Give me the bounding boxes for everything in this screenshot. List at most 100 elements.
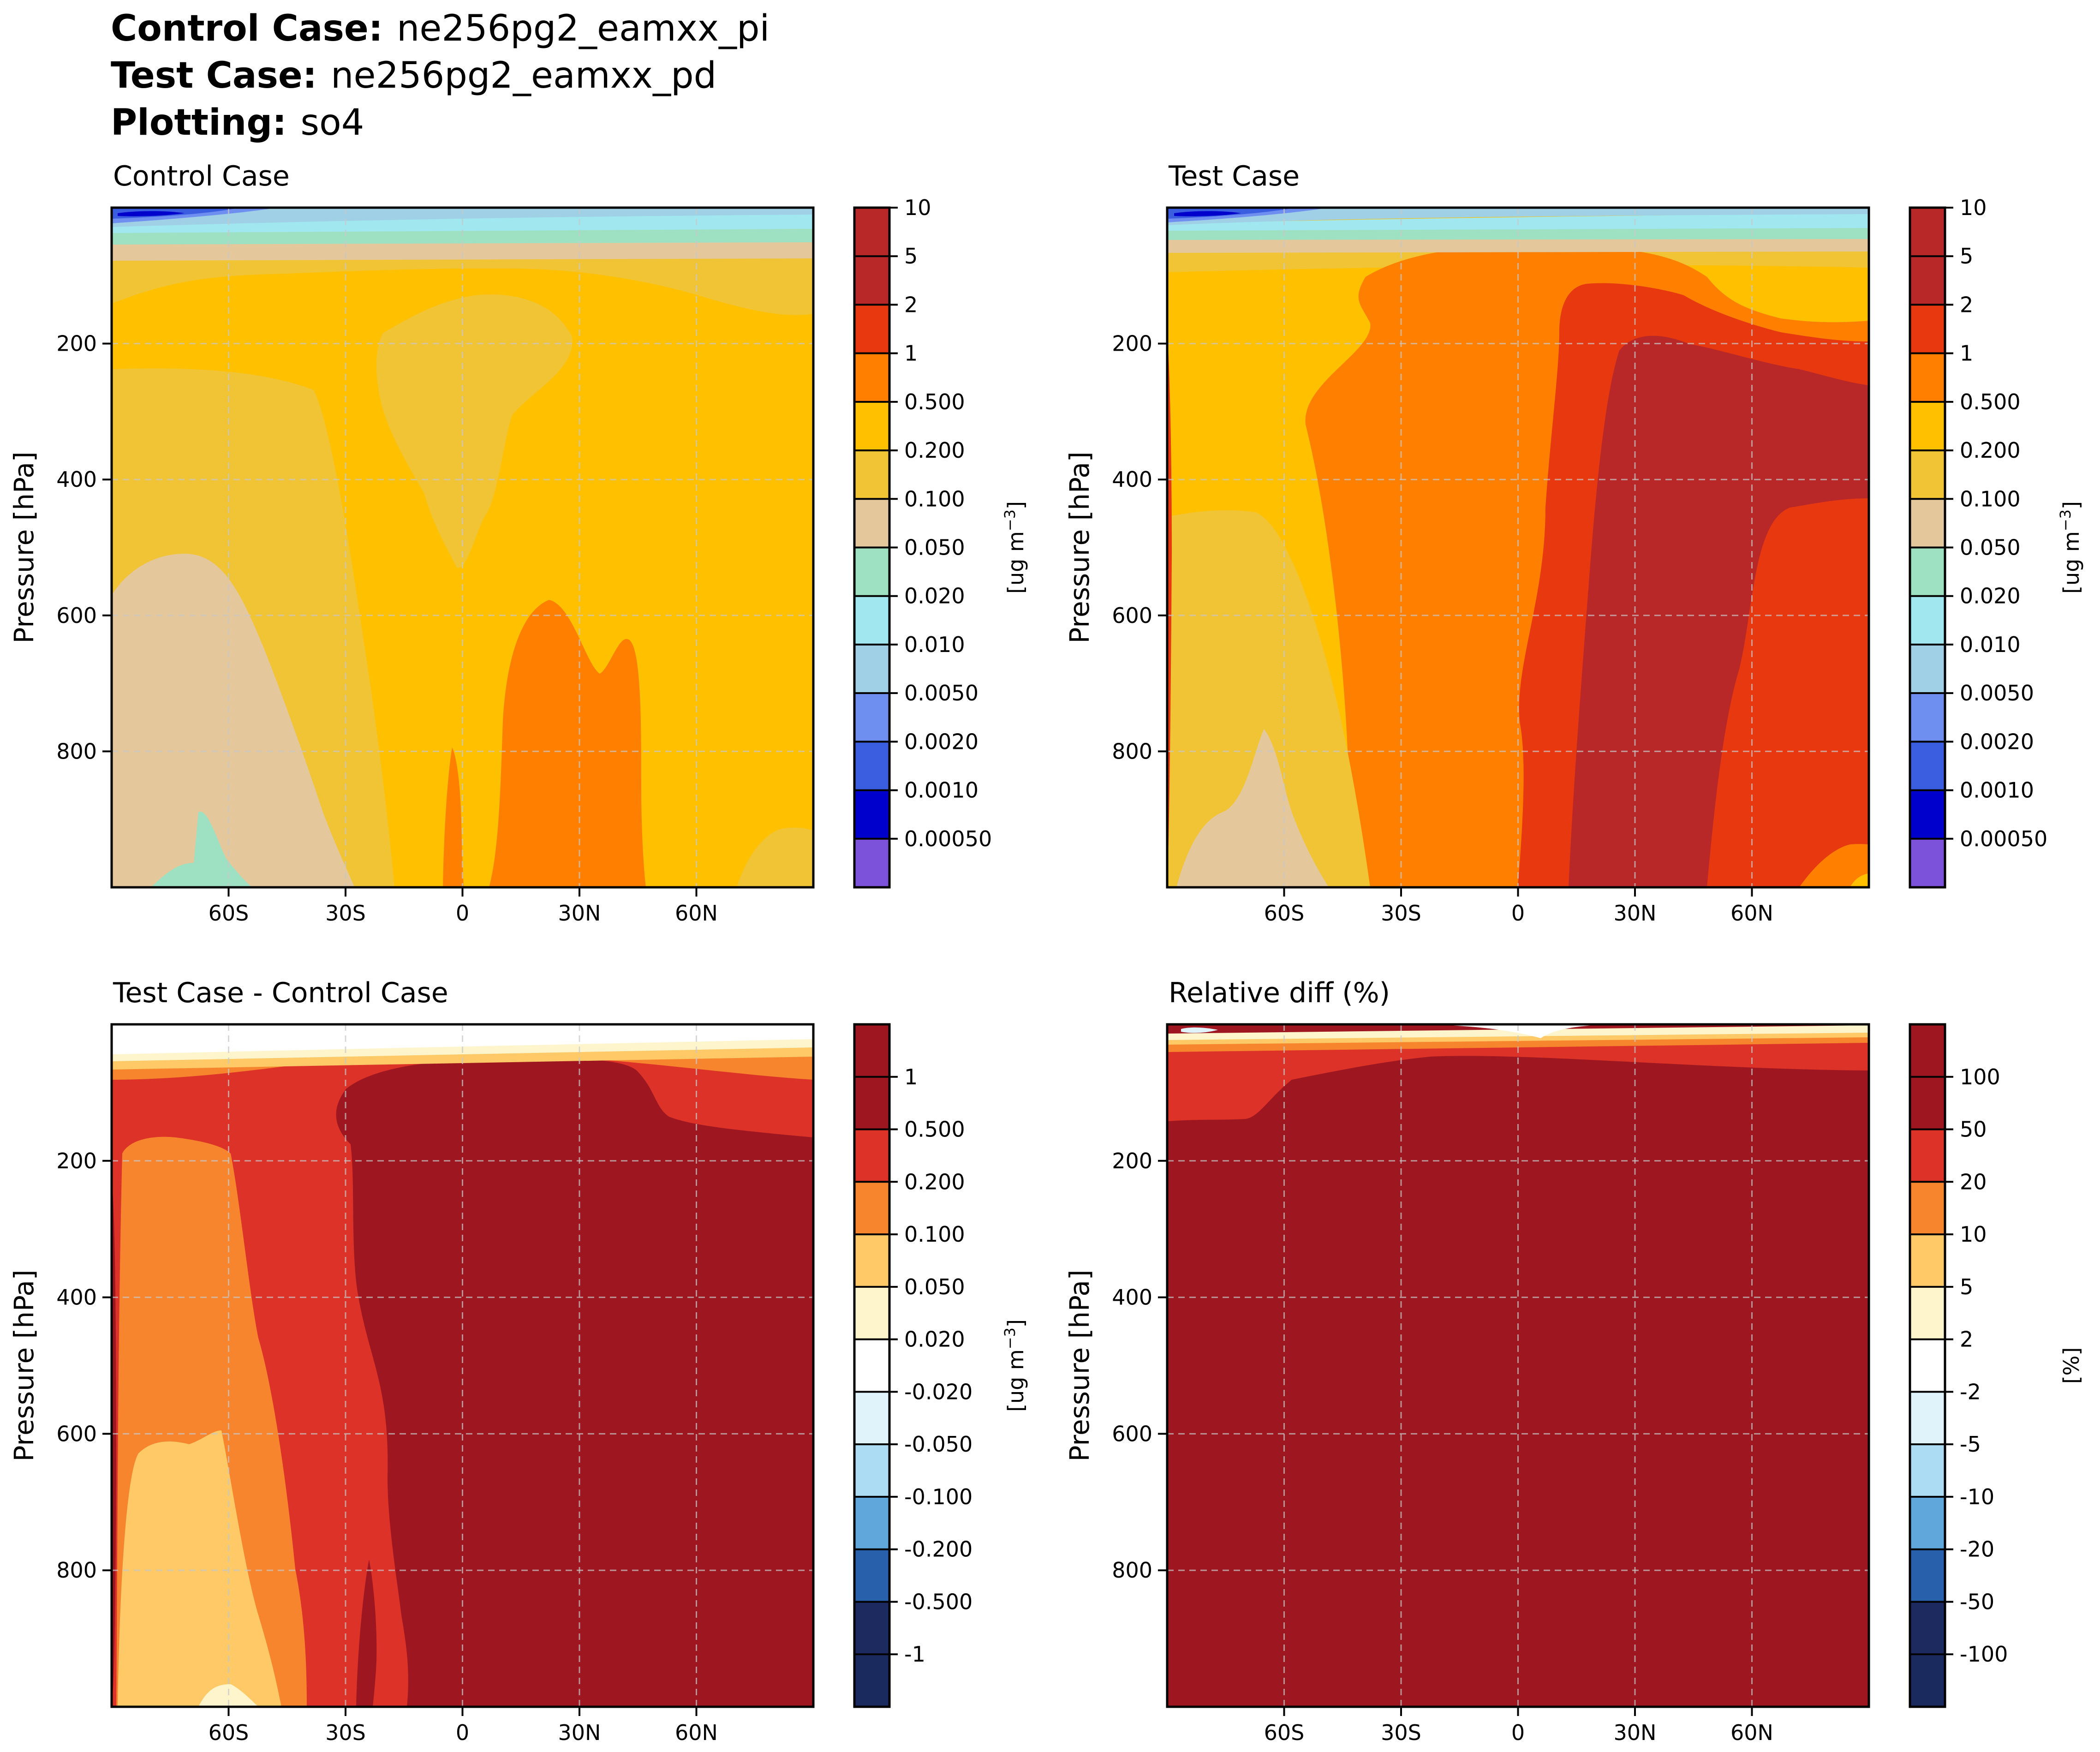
colorbar-label-sup: −3 bbox=[2057, 509, 2074, 531]
x-tick-label: 30N bbox=[558, 901, 601, 926]
colorbar-label: [%] bbox=[2059, 1347, 2084, 1384]
y-tick-label: 600 bbox=[1112, 1421, 1152, 1446]
colorbar-segment bbox=[1910, 353, 1945, 402]
colorbar-tick-label: 0.100 bbox=[904, 486, 965, 511]
colorbar-tick-label: -0.500 bbox=[904, 1589, 972, 1614]
band-0.001-0.002-top bbox=[118, 211, 185, 216]
band-0.001-0.002-top bbox=[1174, 211, 1241, 216]
band-neutral-top bbox=[1167, 1024, 1615, 1038]
x-tick-label: 0 bbox=[456, 901, 469, 926]
colorbar-segment bbox=[854, 1444, 889, 1497]
colorbar-segment bbox=[1910, 1024, 1945, 1077]
band-50-100-top bbox=[1167, 1040, 1869, 1121]
header-test-label: Test Case bbox=[111, 55, 303, 96]
band-1-2-nh-polar bbox=[1799, 844, 1869, 887]
colorbar-tick-label: 0.0050 bbox=[1960, 681, 2034, 706]
colorbar-tick-label: 2 bbox=[1960, 1327, 1973, 1352]
colorbar-tick-label: 0.500 bbox=[904, 389, 965, 414]
y-axis-label: Pressure [hPa] bbox=[8, 1269, 40, 1461]
band-0.2-0.5-upper bbox=[112, 258, 813, 315]
colorbar-tick-label: 0.200 bbox=[1960, 438, 2021, 463]
colorbar-segment bbox=[854, 1496, 889, 1550]
colorbar-tick-label: -1 bbox=[904, 1642, 925, 1667]
colorbar-segment bbox=[1910, 1286, 1945, 1340]
colorbar-label-text: [%] bbox=[2059, 1347, 2084, 1384]
colorbar-segment bbox=[854, 1076, 889, 1130]
colorbar-tick-label: -100 bbox=[1960, 1642, 2008, 1667]
colorbar-label-end: ] bbox=[1003, 501, 1028, 509]
axes-1: 60S 30S 0 30N 60N 200 400 600 800 Pressure [hPa] 0… bbox=[8, 195, 1028, 926]
colorbar-tick-label: 0.00050 bbox=[904, 826, 992, 851]
colorbar-tick-label: 0.0050 bbox=[904, 681, 978, 706]
colorbar-tick-label: 1 bbox=[1960, 341, 1973, 366]
colorbar-segment bbox=[854, 1234, 889, 1287]
colorbar-segment bbox=[854, 401, 889, 451]
colorbar-tick-label: 50 bbox=[1960, 1117, 1987, 1142]
colorbar-segment bbox=[1910, 547, 1945, 597]
colorbar-label-text: [ug m bbox=[1003, 1349, 1028, 1412]
colorbar-tick-label: 0.100 bbox=[904, 1222, 965, 1247]
colorbar-segment bbox=[1910, 1392, 1945, 1445]
colorbar-segment bbox=[1910, 1654, 1945, 1707]
y-axis-label: Pressure [hPa] bbox=[1064, 1269, 1095, 1461]
colorbar: 0.00050 0.0010 0.0020 0.0050 0.010 0.020 0.050… bbox=[853, 195, 1028, 889]
y-tick-label: 800 bbox=[1112, 1558, 1152, 1583]
colorbar-frame bbox=[853, 1023, 891, 1708]
colorbar-segment bbox=[854, 547, 889, 597]
band-1-2-equator-spike bbox=[443, 747, 464, 887]
colorbar-segment bbox=[1910, 1076, 1945, 1130]
band-0.1-0.2-sh bbox=[112, 554, 355, 887]
colorbar-segment bbox=[854, 741, 889, 791]
colorbar-tick-label: 5 bbox=[1960, 1274, 1973, 1299]
colorbar-tick-label: 100 bbox=[1960, 1064, 2000, 1089]
header-test-line: Test Case: ne256pg2_eamxx_pd bbox=[111, 55, 716, 96]
x-tick-label: 60N bbox=[675, 1720, 718, 1745]
x-tick-label: 30S bbox=[1381, 1720, 1421, 1745]
y-tick-label: 400 bbox=[56, 1285, 97, 1310]
x-tick-label: 60N bbox=[1730, 1720, 1773, 1745]
axes-4: 60S 30S 0 30N 60N 200 400 600 800 Pressure [hPa] -… bbox=[1064, 1023, 2084, 1745]
colorbar: -100 -50 -20 -10 -5 -2 2 5 10 20 50 100 [%] bbox=[1909, 1023, 2084, 1708]
colorbar-segment bbox=[1910, 450, 1945, 500]
colorbar-label-sup: −3 bbox=[1001, 1327, 1019, 1349]
colorbar-segment bbox=[854, 1286, 889, 1340]
band-0.5-1-core bbox=[336, 1058, 813, 1707]
panel-title: Test Case - Control Case bbox=[113, 977, 448, 1009]
colorbar-segment bbox=[1910, 838, 1945, 888]
colorbar-segment bbox=[854, 644, 889, 694]
x-tick-label: 60S bbox=[209, 901, 249, 926]
colorbar-tick-label: 5 bbox=[1960, 244, 1973, 269]
colorbar-segment bbox=[854, 1392, 889, 1445]
x-tick-label: 60S bbox=[1264, 1720, 1305, 1745]
band-1-2-nh-low bbox=[489, 600, 646, 887]
colorbar-label: [ug m−3] bbox=[1001, 1319, 1028, 1412]
colorbar-tick-label: 0.0010 bbox=[904, 778, 978, 803]
colorbar-segment bbox=[1910, 1549, 1945, 1603]
header-control-value: ne256pg2_eamxx_pi bbox=[397, 8, 770, 49]
x-tick-label: 30S bbox=[325, 901, 366, 926]
colorbar-segment bbox=[1910, 208, 1945, 257]
band-0.2-0.5-nh-polar bbox=[737, 827, 813, 887]
colorbar-tick-label: -20 bbox=[1960, 1537, 1994, 1562]
x-tick-label: 0 bbox=[1511, 1720, 1525, 1745]
colorbar-frame bbox=[1909, 1023, 1946, 1708]
band-20-50-top bbox=[1167, 1036, 1869, 1052]
colorbar-tick-label: 0.200 bbox=[904, 438, 965, 463]
axes-2: 60S 30S 0 30N 60N 200 400 600 800 Pressure [hPa] 0… bbox=[1064, 195, 2084, 926]
band-minus-2-5-top bbox=[1181, 1027, 1218, 1033]
colorbar-tick-label: -0.020 bbox=[904, 1379, 972, 1404]
band-0.01-0.02-top bbox=[112, 208, 813, 227]
colorbar-tick-label: -10 bbox=[1960, 1484, 1994, 1509]
colorbar-segment bbox=[1910, 1602, 1945, 1655]
colorbar-tick-label: 20 bbox=[1960, 1169, 1987, 1194]
colorbar-tick-label: 1 bbox=[904, 1064, 918, 1089]
colorbar-segment bbox=[1910, 1496, 1945, 1550]
colorbar-tick-label: -5 bbox=[1960, 1432, 1981, 1457]
colorbar-label-end: ] bbox=[2059, 501, 2084, 509]
x-tick-label: 0 bbox=[1511, 901, 1525, 926]
colorbar-label: [ug m−3] bbox=[2057, 501, 2084, 594]
y-tick-label: 200 bbox=[56, 1148, 97, 1173]
header-plot-value: so4 bbox=[300, 102, 364, 144]
y-axis-label: Pressure [hPa] bbox=[1064, 451, 1095, 643]
